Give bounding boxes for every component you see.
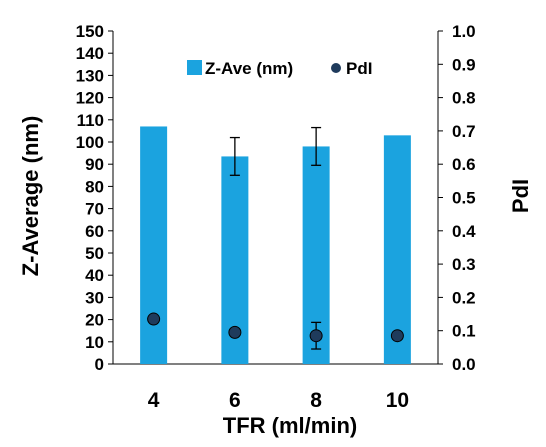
right-tick-label: 0.1 [452,322,476,341]
y-axis-title: Z-Average (nm) [18,116,43,277]
data-point [147,312,161,326]
right-tick-label: 0.3 [452,255,476,274]
left-tick-label: 0 [95,355,104,374]
right-tick-label: 0.8 [452,89,476,108]
data-point [309,329,323,343]
right-tick-label: 0.5 [452,189,476,208]
left-tick-label: 10 [85,333,104,352]
data-point [228,325,242,339]
left-tick-label: 130 [76,66,104,85]
right-tick-label: 0.0 [452,355,476,374]
right-tick-label: 1.0 [452,22,476,41]
data-point [390,329,404,343]
right-tick-label: 0.4 [452,222,476,241]
right-tick-label: 0.9 [452,55,476,74]
legend: Z-Ave (nm) PdI [187,59,372,78]
right-tick-label: 0.7 [452,122,476,141]
left-tick-label: 60 [85,222,104,241]
right-tick-label: 0.2 [452,288,476,307]
x-tick-label: 10 [386,389,409,412]
left-tick-label: 50 [85,244,104,263]
right-axis: 0.0 0.1 0.2 0.3 0.4 0.5 0.6 0.7 0.8 0.9 1.0 [437,22,476,374]
y2-axis-title: PdI [508,179,533,213]
bar-series [140,126,411,365]
legend-swatch-point [331,63,341,73]
right-tick-label: 0.6 [452,155,476,174]
left-tick-label: 120 [76,89,104,108]
left-tick-label: 140 [76,44,104,63]
left-tick-label: 110 [77,111,104,130]
left-tick-label: 40 [85,266,104,285]
left-tick-label: 80 [85,177,104,196]
x-tick-label: 4 [148,389,160,412]
left-tick-label: 100 [76,133,104,152]
left-tick-label: 70 [85,200,104,219]
point-series [147,312,404,350]
bar [383,135,411,364]
legend-label-point: PdI [346,59,372,78]
x-tick-label: 8 [310,389,322,412]
left-tick-label: 150 [76,22,104,41]
left-axis: 0 10 20 30 40 50 60 70 80 90 100 110 120 130 140 150 [76,22,438,374]
x-axis-title: TFR (ml/min) [223,413,357,438]
legend-swatch-bar [187,60,202,75]
x-tick-label: 6 [229,389,241,412]
bar [140,126,168,365]
left-tick-label: 90 [85,155,104,174]
left-tick-label: 30 [85,288,104,307]
left-tick-label: 20 [85,311,104,330]
x-axis-ticks: 4 6 8 10 [148,389,409,412]
legend-label-bar: Z-Ave (nm) [205,59,293,78]
